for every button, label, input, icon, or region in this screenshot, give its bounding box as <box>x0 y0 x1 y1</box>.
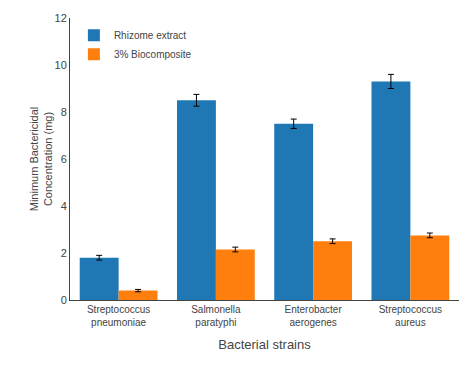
svg-text:Rhizome extract: Rhizome extract <box>114 30 186 41</box>
svg-text:10: 10 <box>55 59 67 71</box>
svg-text:12: 12 <box>55 12 67 24</box>
svg-text:0: 0 <box>61 294 67 306</box>
svg-text:3% Biocomposite: 3% Biocomposite <box>114 49 192 60</box>
svg-text:Streptococcusaureus: Streptococcusaureus <box>379 304 442 328</box>
svg-text:Enterobacteraerogenes: Enterobacteraerogenes <box>284 304 342 328</box>
svg-text:Minimum BactericidalConcentrat: Minimum BactericidalConcentration (mg) <box>28 107 54 212</box>
svg-text:Salmonellaparatyphi: Salmonellaparatyphi <box>191 304 241 328</box>
svg-text:8: 8 <box>61 106 67 118</box>
svg-text:Bacterial strains: Bacterial strains <box>218 337 311 352</box>
svg-text:Streptococcuspneumoniae: Streptococcuspneumoniae <box>87 304 150 328</box>
svg-text:2: 2 <box>61 247 67 259</box>
svg-text:4: 4 <box>61 200 67 212</box>
svg-text:6: 6 <box>61 153 67 165</box>
